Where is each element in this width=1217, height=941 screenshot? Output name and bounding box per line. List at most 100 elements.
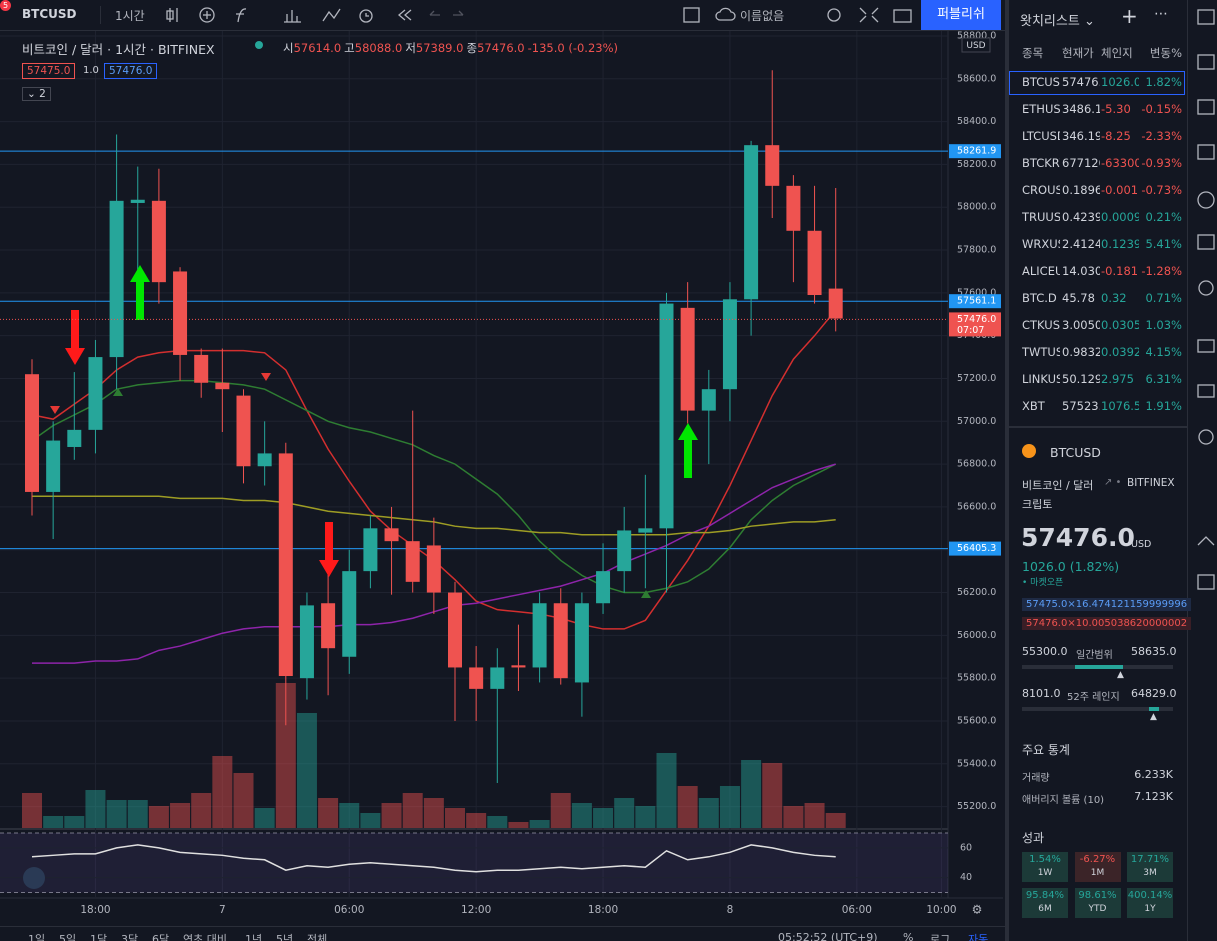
more-button[interactable]: ⋯ <box>1154 6 1168 22</box>
alerts-icon[interactable] <box>1197 54 1215 70</box>
layout-icon[interactable] <box>683 7 700 23</box>
watchlist-cell: -2.33% <box>1141 129 1182 143</box>
watchlist-cell: 0.0305 <box>1101 318 1139 332</box>
notification-badge[interactable]: 5 <box>0 0 11 11</box>
sell-signal <box>319 522 339 577</box>
compare-icon[interactable] <box>322 8 341 22</box>
performance-value: -6.27% <box>1079 854 1116 865</box>
watchlist-cell: 14.030 <box>1062 264 1100 278</box>
tips-icon[interactable] <box>1198 280 1214 296</box>
percent-toggle[interactable]: % <box>903 931 914 941</box>
range-button[interactable]: 5년 <box>276 933 294 941</box>
watchlist-column[interactable]: 현재가 <box>1062 46 1094 60</box>
divider <box>1009 426 1187 428</box>
watchlist-cell: LINKUSD <box>1022 372 1060 386</box>
detail-name: 비트코인 / 달러 <box>1022 479 1094 492</box>
detail-currency: USD <box>1131 539 1152 550</box>
sell-price[interactable]: 57475.0 <box>22 63 76 79</box>
interval-button[interactable]: 1시간 <box>115 9 145 23</box>
detail-exchange: BITFINEX <box>1127 477 1175 489</box>
layout-name[interactable]: 이름없음 <box>740 9 785 23</box>
watchlist-title[interactable]: 왓치리스트 ⌄ <box>1020 14 1095 29</box>
layouts-icon[interactable] <box>1197 574 1215 590</box>
candle-body <box>490 667 505 689</box>
range-button[interactable]: 1일 <box>28 933 46 941</box>
watchlist-column[interactable]: 종목 <box>1022 46 1044 60</box>
volume-bar <box>571 803 592 828</box>
candle-body <box>659 303 674 529</box>
performance-value: 400.14% <box>1127 890 1173 901</box>
alert-icon[interactable] <box>359 9 373 23</box>
log-toggle[interactable]: 로그 <box>930 933 951 941</box>
toolbar-right-icons <box>683 7 912 23</box>
volume-bar <box>381 803 402 828</box>
cloud-icon[interactable] <box>715 7 736 21</box>
selected-row[interactable] <box>1009 71 1185 95</box>
day-range-marker: ▲ <box>1117 670 1124 680</box>
ideas-icon[interactable] <box>1197 234 1215 250</box>
detail-bid: 57475.0×16.474121159999996 <box>1022 598 1192 611</box>
settings-icon[interactable] <box>827 8 841 22</box>
fx-icon[interactable] <box>236 8 247 23</box>
range-button[interactable]: 5일 <box>59 933 77 941</box>
add-symbol[interactable]: + <box>1121 4 1138 28</box>
watchlist-column[interactable]: 변동% <box>1149 46 1182 60</box>
range-button[interactable]: 6달 <box>152 933 170 941</box>
watchlist-cell: TWTUSD <box>1022 345 1060 359</box>
range-button[interactable]: 연초 대비 <box>183 933 227 941</box>
watchlist-icon[interactable] <box>1197 9 1215 25</box>
watchlist-cell: 1026.0 <box>1101 75 1139 89</box>
hint-icon[interactable] <box>1198 429 1214 445</box>
symbol-button[interactable]: BTCUSD <box>22 7 77 21</box>
legend-title: 비트코인 / 달러 · 1시간 · BITFINEX <box>22 42 215 57</box>
candle-body <box>194 354 209 383</box>
y-tick-label: 55600.0 <box>957 715 996 726</box>
range-button[interactable]: 3달 <box>121 933 139 941</box>
range-button[interactable]: 전체 <box>307 933 328 941</box>
volume-bar <box>339 803 360 828</box>
buy-price[interactable]: 57476.0 <box>104 63 158 79</box>
price-label-box <box>949 144 1001 159</box>
market-status-text: 마켓오픈 <box>1030 578 1064 588</box>
auto-toggle[interactable]: 자동 <box>968 933 989 941</box>
redo-icon[interactable] <box>453 10 464 16</box>
indicators-toggle[interactable]: ⌄ 2 <box>22 87 51 101</box>
streams-icon[interactable] <box>1197 384 1215 398</box>
snapshot-icon[interactable] <box>893 9 912 23</box>
candle-body <box>617 530 632 572</box>
candle-body <box>828 288 843 319</box>
external-link[interactable]: ↗ • <box>1104 477 1122 488</box>
watchlist-cell: -0.181 <box>1101 264 1139 278</box>
publish-button[interactable]: 퍼블리쉬 <box>921 0 1001 30</box>
watchlist-cell: -0.73% <box>1141 183 1182 197</box>
watchlist-cell: 3486.10 <box>1062 102 1100 116</box>
candle-body <box>744 145 759 300</box>
replay-icon[interactable] <box>397 9 412 21</box>
candle-body <box>88 357 103 430</box>
add-indicator-icon[interactable] <box>199 7 215 23</box>
watchlist-column[interactable]: 체인지 <box>1101 46 1133 60</box>
calendar-icon[interactable] <box>1197 191 1215 209</box>
data-icon[interactable] <box>1197 99 1215 115</box>
bar-chart-icon[interactable] <box>284 10 301 23</box>
range-button[interactable]: 1달 <box>90 933 108 941</box>
volume-bar <box>445 808 465 828</box>
watchlist-panel <box>1005 0 1191 941</box>
chat-icon[interactable] <box>1197 339 1215 353</box>
last-price-label: 57476.0 <box>957 314 996 325</box>
candle-icon[interactable] <box>166 8 178 22</box>
undo-icon[interactable] <box>429 10 440 16</box>
ohlc-label: 저 <box>405 41 416 55</box>
collapse-icon[interactable] <box>1197 536 1215 546</box>
watchlist-cell: 0.9832 <box>1062 345 1100 359</box>
detail-ask: 57476.0×10.005038620000002 <box>1022 617 1192 630</box>
watchlist-cell: CTKUSD <box>1022 318 1060 332</box>
watchlist-cell: WRXUSD <box>1022 237 1060 251</box>
news-icon[interactable] <box>1197 144 1215 160</box>
watchlist-cell: 3.0050 <box>1062 318 1100 332</box>
fullscreen-icon[interactable] <box>859 7 879 23</box>
range-button[interactable]: 1년 <box>245 933 263 941</box>
watchlist-cell: -633000 <box>1101 156 1139 170</box>
candle-body <box>173 271 188 355</box>
candle-body <box>130 199 145 203</box>
